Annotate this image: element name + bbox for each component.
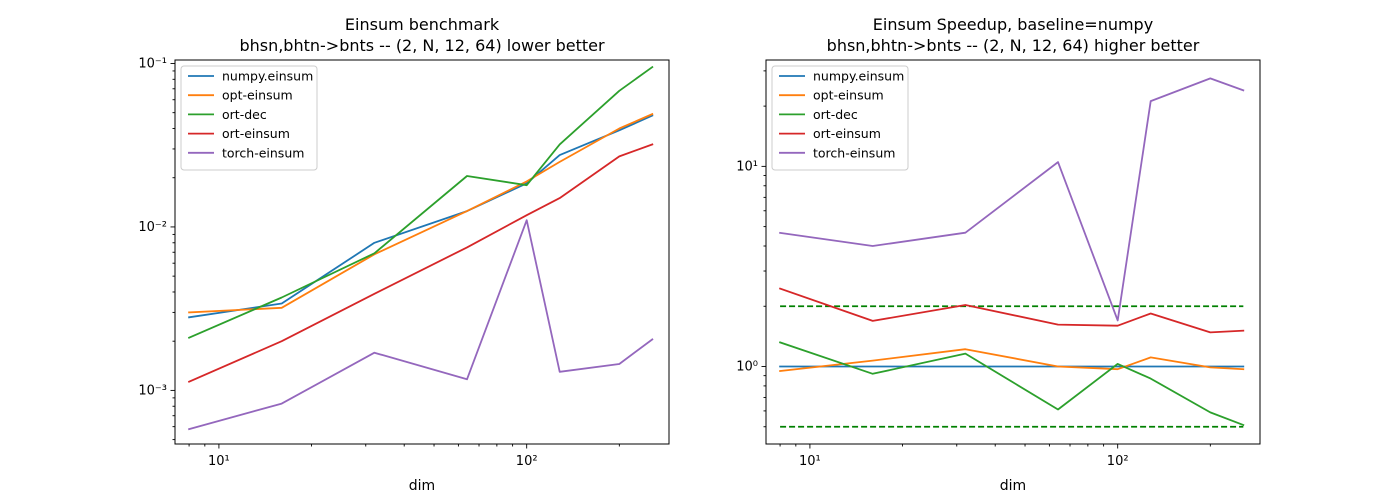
y-tick-label: 10⁻² <box>138 220 167 235</box>
legend-entry: opt-einsum <box>813 88 884 103</box>
chart-benchmark: Einsum benchmark bhsn,bhtn->bnts -- (2, … <box>138 15 670 494</box>
chart-subtitle: bhsn,bhtn->bnts -- (2, N, 12, 64) lower … <box>239 36 605 55</box>
series-line-torch-einsum <box>779 77 1245 322</box>
legend-entry: torch-einsum <box>813 145 895 160</box>
series-line-ort-einsum <box>187 143 654 383</box>
series-line-opt-einsum <box>188 112 654 314</box>
axes-speedup: 10¹ 10² 10⁰ 10¹ <box>736 70 1211 469</box>
x-tick-label: 10¹ <box>208 454 230 469</box>
chart-subtitle: bhsn,bhtn->bnts -- (2, N, 12, 64) higher… <box>827 36 1200 55</box>
legend-benchmark: numpy.einsum opt-einsum ort-dec ort-einsum t… <box>180 65 318 171</box>
axes-benchmark: 10¹ 10² 10⁻³ 10⁻² 10⁻¹ <box>138 56 620 469</box>
chart-speedup: Einsum Speedup, baseline=numpy bhsn,bhtn… <box>736 15 1261 494</box>
series-group-benchmark <box>187 65 654 431</box>
y-tick-label: 10⁻¹ <box>138 56 167 71</box>
y-tick-label: 10¹ <box>736 159 758 174</box>
series-group-speedup <box>778 77 1245 428</box>
x-axis-label: dim <box>1000 478 1026 494</box>
legend-entry: numpy.einsum <box>813 69 904 84</box>
chart-title: Einsum benchmark <box>345 15 500 34</box>
legend-entry: opt-einsum <box>222 88 293 103</box>
y-tick-label: 10⁻³ <box>138 383 167 398</box>
legend-entry: torch-einsum <box>222 145 304 160</box>
y-tick-label: 10⁰ <box>736 360 758 375</box>
x-tick-label: 10¹ <box>799 454 821 469</box>
x-tick-label: 10² <box>1107 454 1129 469</box>
x-axis-label: dim <box>409 478 435 494</box>
series-line-ort-einsum <box>778 287 1245 334</box>
chart-title: Einsum Speedup, baseline=numpy <box>873 15 1153 34</box>
series-line-ort-dec <box>187 65 654 339</box>
legend-frame <box>771 65 909 171</box>
legend-speedup: numpy.einsum opt-einsum ort-dec ort-einsum t… <box>771 65 909 171</box>
series-line-torch-einsum <box>187 219 654 431</box>
legend-entry: ort-dec <box>222 107 267 122</box>
series-line-ort-dec <box>778 341 1245 427</box>
series-line-opt-einsum <box>779 348 1245 372</box>
legend-frame <box>180 65 318 171</box>
legend-entry: ort-einsum <box>813 126 881 141</box>
legend-entry: ort-dec <box>813 107 858 122</box>
plot-area-speedup <box>765 59 1261 445</box>
legend-entry: ort-einsum <box>222 126 290 141</box>
x-tick-label: 10² <box>516 454 538 469</box>
legend-entry: numpy.einsum <box>222 69 313 84</box>
